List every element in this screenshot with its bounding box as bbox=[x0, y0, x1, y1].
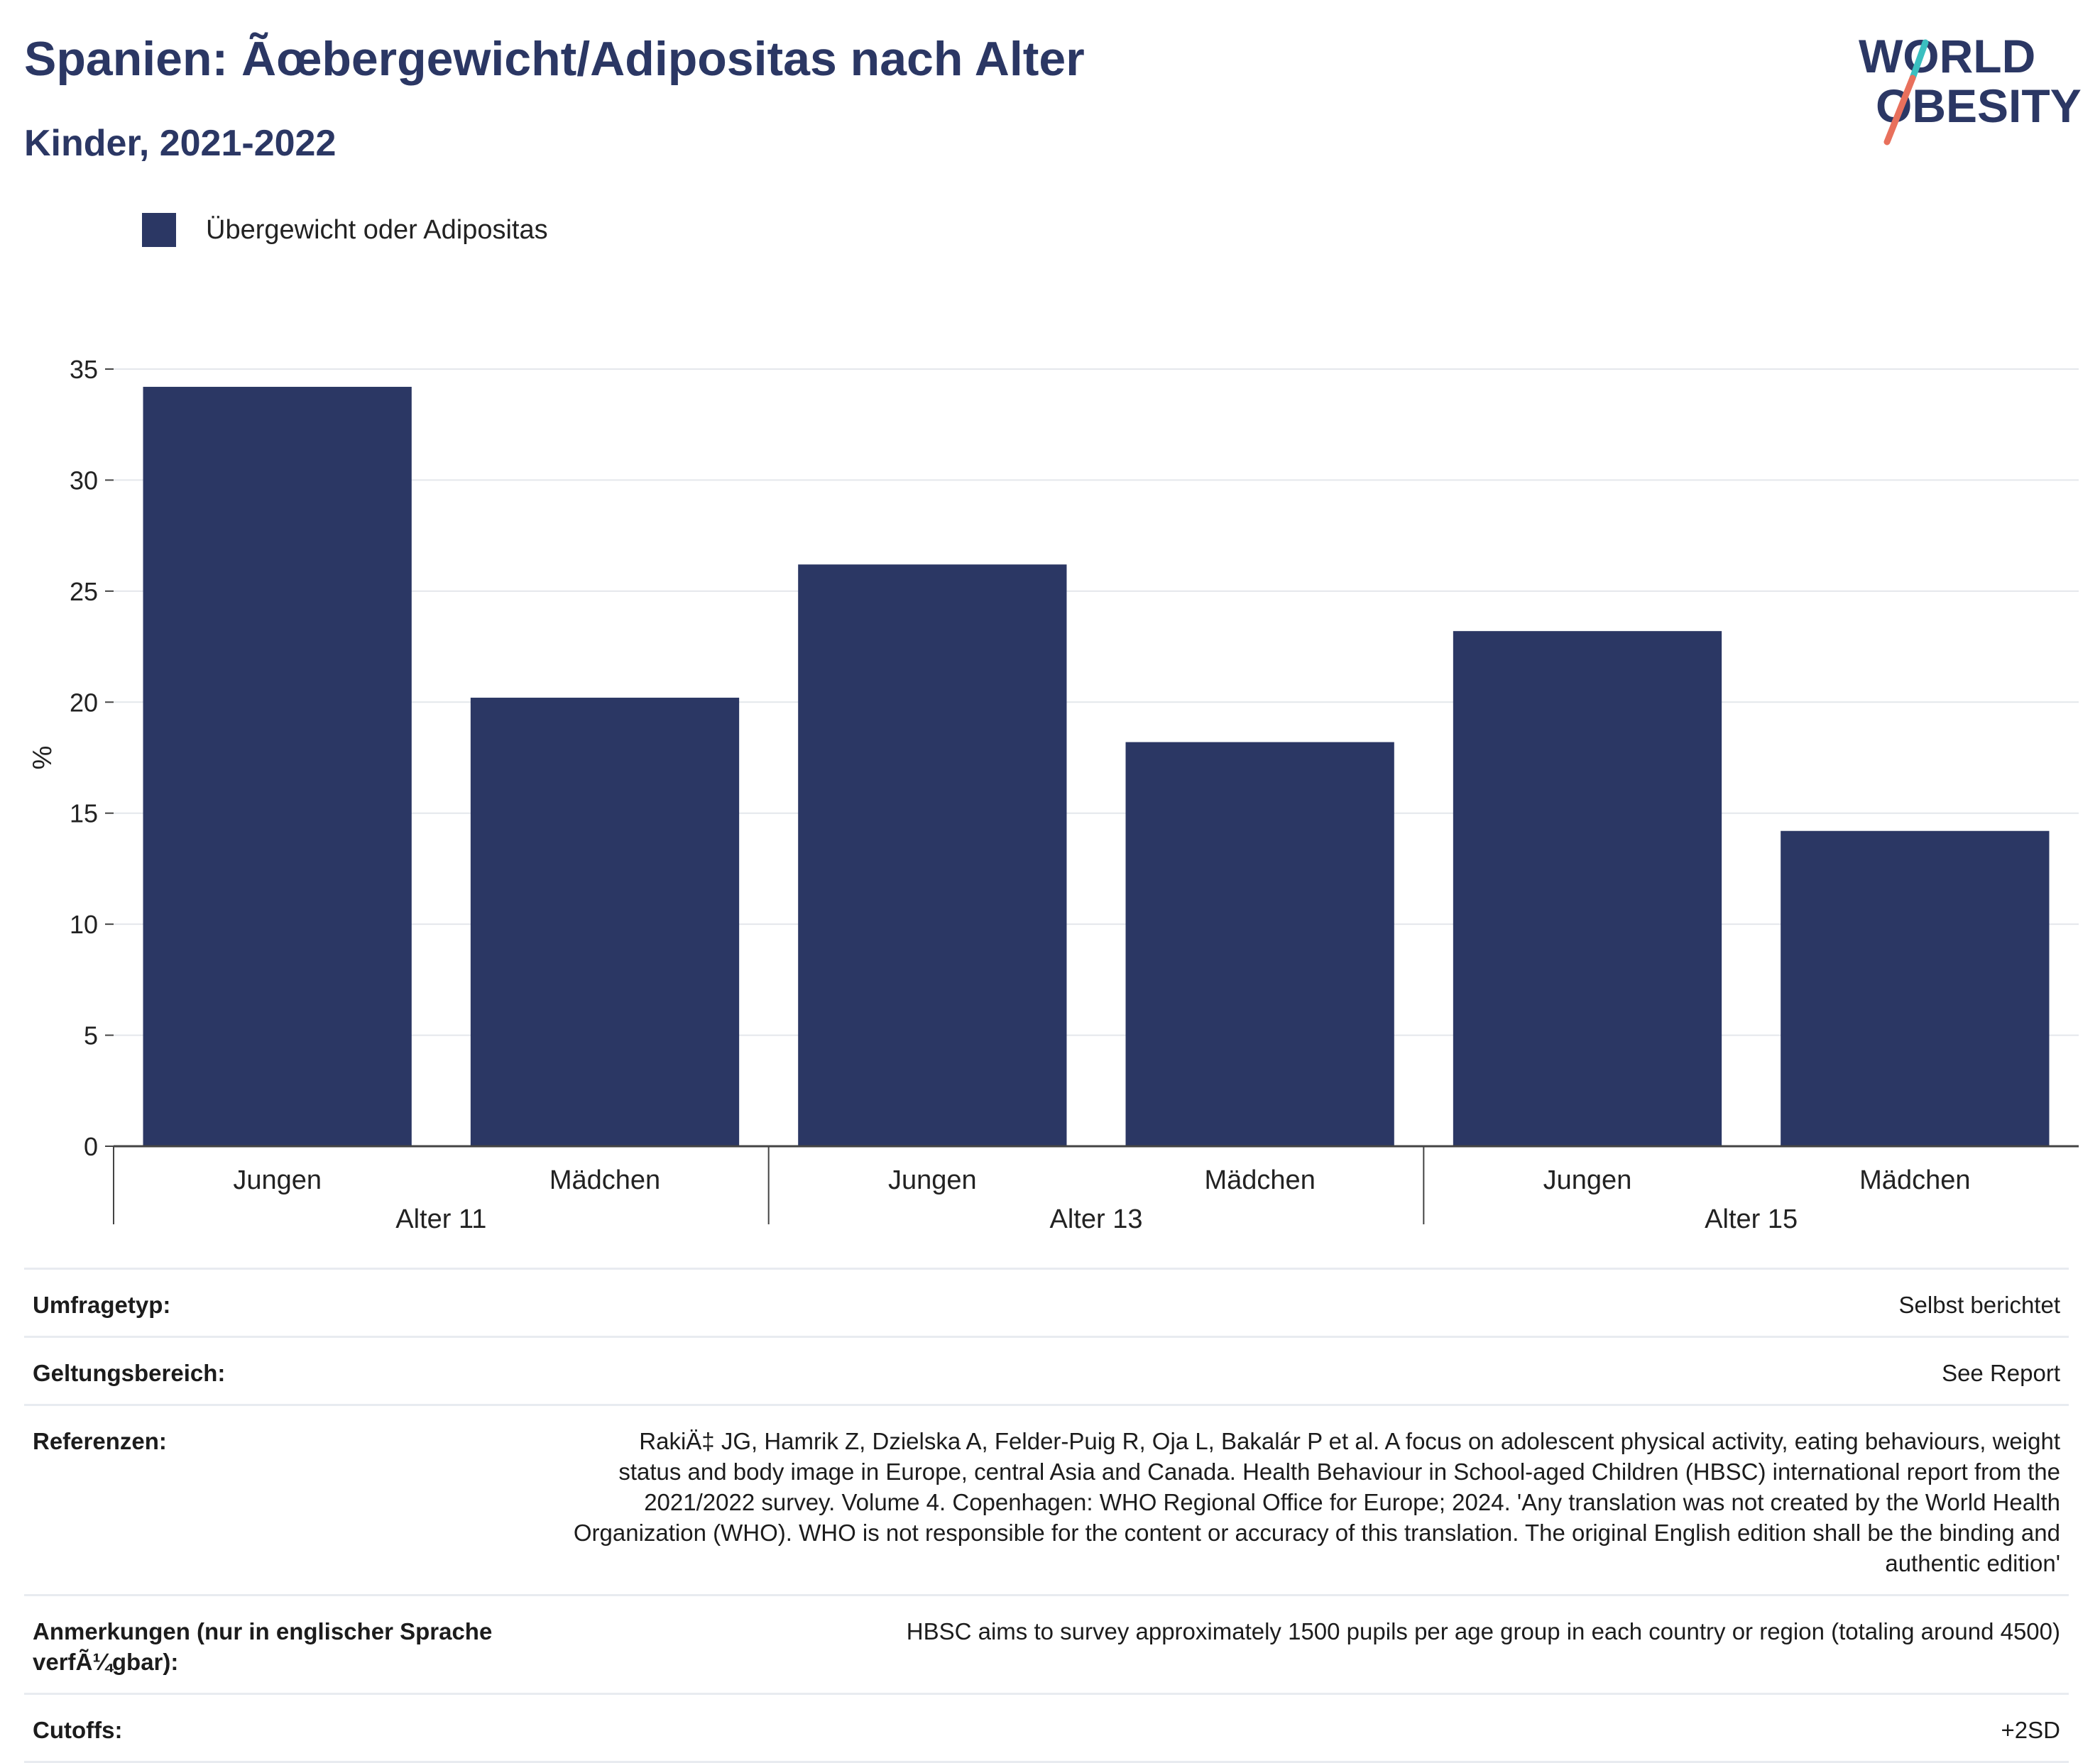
bar bbox=[798, 564, 1067, 1146]
y-tick-label: 35 bbox=[70, 355, 98, 384]
bar bbox=[143, 387, 412, 1146]
x-category-label: Jungen bbox=[1543, 1165, 1632, 1195]
legend-swatch bbox=[142, 213, 176, 247]
meta-value: See Report bbox=[1942, 1360, 2060, 1386]
x-category-label: Mädchen bbox=[549, 1165, 660, 1195]
y-tick-label: 10 bbox=[70, 910, 98, 939]
legend: Übergewicht oder Adipositas bbox=[142, 210, 548, 250]
meta-value: HBSC aims to survey approximately 1500 p… bbox=[906, 1618, 2060, 1644]
meta-value: Selbst berichtet bbox=[1898, 1292, 2060, 1318]
chart-title: Spanien: Ãœbergewicht/Adipositas nach Al… bbox=[24, 32, 1085, 86]
bar bbox=[470, 698, 740, 1146]
x-category-label: Mädchen bbox=[1205, 1165, 1316, 1195]
bar bbox=[1453, 631, 1722, 1146]
world-obesity-logo: WORLD OBESITY bbox=[1859, 30, 2082, 145]
logo-slash-teal bbox=[1909, 39, 1929, 82]
y-tick-label: 20 bbox=[70, 688, 98, 717]
meta-label: Cutoffs: bbox=[33, 1717, 123, 1743]
meta-label: Umfragetyp: bbox=[33, 1292, 171, 1318]
y-tick-label: 15 bbox=[70, 799, 98, 828]
x-category-label: Mädchen bbox=[1859, 1165, 1970, 1195]
bar bbox=[1125, 742, 1394, 1146]
meta-row-coverage: Geltungsbereich: See Report bbox=[24, 1336, 2069, 1404]
meta-row-notes: Anmerkungen (nur in englischer Sprache v… bbox=[24, 1594, 2069, 1693]
y-tick-label: 5 bbox=[84, 1021, 98, 1050]
meta-label: Anmerkungen (nur in englischer Sprache v… bbox=[33, 1618, 493, 1675]
y-axis-label: % bbox=[28, 746, 58, 770]
meta-value: +2SD bbox=[2001, 1717, 2060, 1743]
legend-label: Übergewicht oder Adipositas bbox=[206, 214, 548, 245]
x-group-label: Alter 11 bbox=[395, 1204, 486, 1234]
y-tick-label: 0 bbox=[84, 1132, 98, 1161]
meta-row-cutoffs: Cutoffs: +2SD bbox=[24, 1693, 2069, 1763]
metadata-table: Umfragetyp: Selbst berichtet Geltungsber… bbox=[24, 1268, 2069, 1763]
meta-value: RakiÄ‡ JG, Hamrik Z, Dzielska A, Felder-… bbox=[573, 1428, 2060, 1576]
x-group-label: Alter 15 bbox=[1705, 1204, 1798, 1234]
meta-label: Geltungsbereich: bbox=[33, 1360, 226, 1386]
logo-slash-red bbox=[1883, 75, 1916, 145]
x-category-label: Jungen bbox=[233, 1165, 322, 1195]
bar-chart: 0 5 10 15 20 25 30 35% Jungen Mädchen Alter 11 Jung… bbox=[28, 355, 2079, 1234]
logo-line1: WORLD bbox=[1859, 30, 2035, 82]
chart-subtitle: Kinder, 2021-2022 bbox=[24, 123, 337, 164]
bar bbox=[1781, 830, 2050, 1146]
meta-row-references: Referenzen: RakiÄ‡ JG, Hamrik Z, Dzielsk… bbox=[24, 1404, 2069, 1594]
y-tick-label: 30 bbox=[70, 466, 98, 495]
meta-label: Referenzen: bbox=[33, 1428, 167, 1454]
x-category-label: Jungen bbox=[888, 1165, 977, 1195]
x-group-label: Alter 13 bbox=[1050, 1204, 1143, 1234]
y-tick-label: 25 bbox=[70, 577, 98, 606]
meta-row-survey-type: Umfragetyp: Selbst berichtet bbox=[24, 1268, 2069, 1336]
